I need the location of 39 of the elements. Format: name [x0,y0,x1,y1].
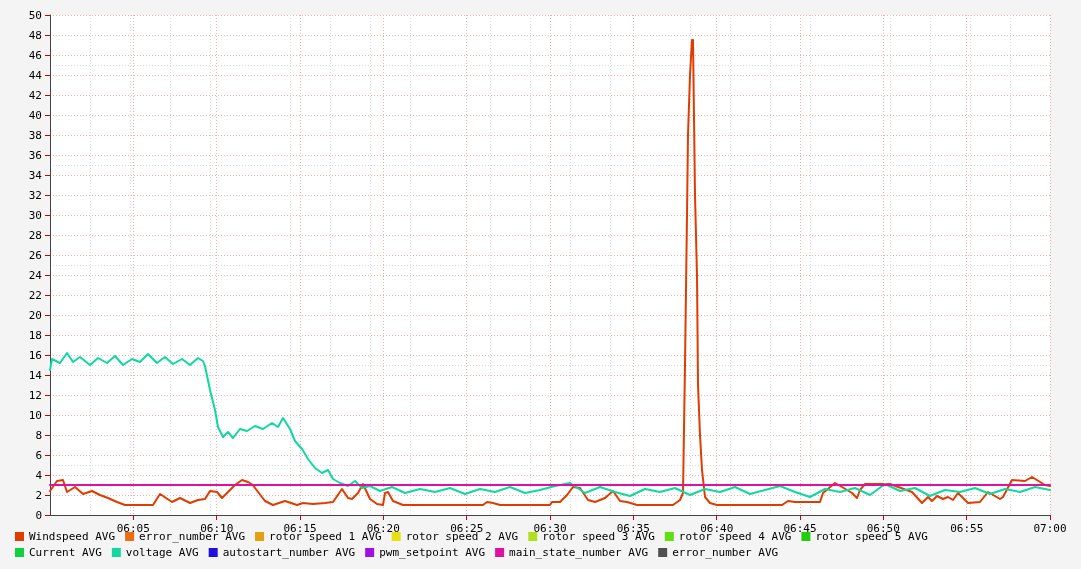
y-tick-label: 34 [28,168,43,182]
y-tick-label: 32 [28,188,42,202]
y-tick-label: 42 [28,88,42,102]
y-tick-label: 22 [28,288,42,302]
y-tick-label: 6 [35,448,42,462]
y-tick-label: 36 [28,148,42,162]
y-tick-label: 44 [28,68,43,82]
line-series [49,39,1051,506]
y-tick-label: 24 [28,268,43,282]
y-tick-label: 10 [28,408,42,422]
legend-label: main_state_number AVG [509,546,649,559]
y-tick-label: 26 [28,248,42,262]
y-tick-label: 16 [28,348,42,362]
y-tick-label: 18 [28,328,42,342]
y-tick-label: 0 [35,508,42,522]
y-tick-label: 50 [28,8,42,22]
legend-label: error_number AVG [672,546,779,559]
x-tick-label: 06:05 [116,522,150,535]
y-tick-label: 8 [35,428,42,442]
legend-label: Windspeed AVG [29,530,116,543]
y-tick-label: 48 [28,28,42,42]
x-tick-label: 06:40 [700,522,734,535]
y-tick-label: 12 [28,388,42,402]
legend-label: voltage AVG [125,546,199,559]
legend-label: Current AVG [29,546,102,559]
line-series [49,352,1051,498]
x-tick-label: 07:00 [1033,522,1067,535]
legend-label: autostart_number AVG [222,546,356,559]
y-tick-label: 2 [35,488,42,502]
legend-label: pwm_setpoint AVG [379,546,486,559]
y-tick-label: 14 [28,368,43,382]
y-tick-label: 40 [28,108,42,122]
y-tick-label: 20 [28,308,42,322]
x-tick-label: 06:55 [950,522,984,535]
y-tick-label: 28 [28,228,42,242]
y-tick-label: 38 [28,128,42,142]
y-tick-label: 46 [28,48,42,62]
y-tick-label: 30 [28,208,42,222]
y-tick-label: 4 [35,468,43,482]
